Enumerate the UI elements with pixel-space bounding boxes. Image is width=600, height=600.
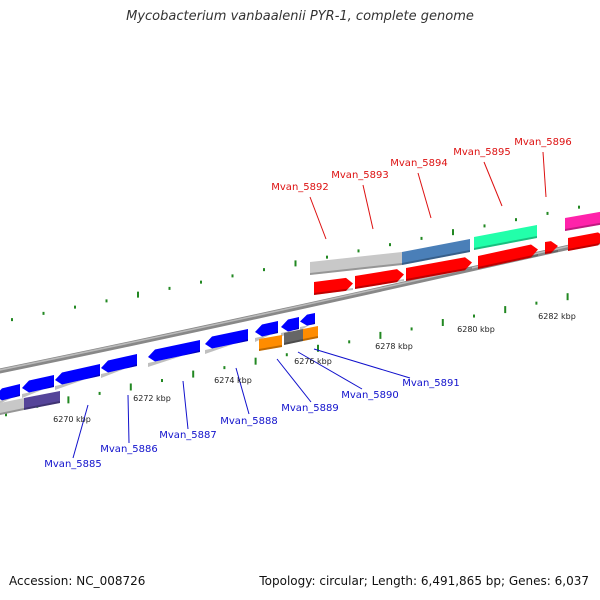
scale-labels: 6270 kbp 6272 kbp 6274 kbp 6276 kbp 6278 kbp… (53, 312, 576, 424)
reverse-gene-label: Mvan_5888 (220, 416, 277, 427)
scale-label: 6276 kbp (294, 357, 332, 366)
cds-reverse (101, 354, 137, 373)
accession-text: Accession: NC_008726 (9, 574, 146, 588)
forward-gene-label: Mvan_5893 (331, 170, 388, 181)
gene-magenta (565, 211, 600, 231)
forward-gene-leader (483, 161, 503, 207)
forward-gene-label: Mvan_5894 (390, 158, 447, 169)
scale-label: 6272 kbp (133, 394, 171, 403)
gene-steelblue (402, 239, 470, 265)
cds-forward-shadow (568, 242, 600, 251)
cds-reverse-shadow (148, 350, 200, 367)
cds-reverse (55, 364, 100, 385)
cds-forward (545, 241, 558, 254)
gene-orange (303, 326, 318, 341)
cds-reverse (300, 313, 315, 326)
reverse-gene-label: Mvan_5891 (402, 378, 459, 389)
cds-forward (406, 257, 472, 281)
cds-forward-shadow (314, 288, 353, 295)
gene-grey-shadow (0, 408, 24, 415)
cds-forward-shadow (478, 254, 538, 269)
forward-gene-leader (417, 172, 432, 219)
cds-reverse-shadow (205, 339, 248, 354)
cds-forward (568, 232, 600, 251)
cds-reverse (281, 317, 299, 332)
gene-grey (310, 252, 402, 275)
reverse-gene-leader (127, 394, 130, 444)
gene-grey-shadow (310, 263, 402, 275)
cds-forward (355, 269, 404, 289)
forward-gene-leader (542, 151, 547, 198)
reverse-gene-label: Mvan_5890 (341, 390, 398, 401)
cds-reverse-shadow (0, 394, 20, 404)
cds-forward-shadow (406, 267, 472, 281)
upper-tick-row (11, 205, 580, 322)
lower-tick-row (5, 293, 569, 417)
gene-darkgrey-shadow (284, 339, 303, 345)
cds-reverse-shadow (55, 374, 100, 390)
map-title: Mycobacterium vanbaalenii PYR-1, complet… (126, 9, 474, 24)
reverse-gene-leader (276, 358, 312, 403)
reverse-gene-label: Mvan_5885 (44, 459, 101, 470)
reverse-gene-leader (297, 351, 363, 390)
forward-gene-label: Mvan_5892 (271, 182, 328, 193)
reverse-gene-label: Mvan_5886 (100, 444, 157, 455)
cds-reverse-shadow (22, 385, 54, 398)
reverse-gene-label: Mvan_5887 (159, 430, 216, 441)
genome-summary-text: Topology: circular; Length: 6,491,865 bp… (259, 574, 589, 588)
cds-reverse (148, 340, 200, 362)
gene-darkgrey (284, 329, 303, 345)
cds-reverse (255, 321, 278, 337)
gene-teal (474, 225, 537, 250)
reverse-gene-leader (182, 380, 189, 430)
gene-orange-shadow (303, 336, 318, 341)
forward-gene-label: Mvan_5896 (514, 137, 571, 148)
gene-steelblue-shadow (402, 250, 470, 265)
scale-label: 6280 kbp (457, 325, 495, 334)
gene-orange-shadow (259, 345, 282, 351)
gene-teal-shadow (474, 236, 537, 250)
cds-forward (478, 244, 538, 269)
forward-gene-leader (362, 184, 374, 230)
cds-reverse-shadow (101, 364, 137, 378)
cds-reverse (0, 384, 20, 401)
cds-forward-shadow (355, 279, 404, 289)
cds-reverse (205, 329, 248, 349)
cds-reverse-shadow (300, 322, 315, 331)
gene-features (0, 211, 600, 415)
cds-forward-shadow (545, 250, 558, 254)
scale-label: 6270 kbp (53, 415, 91, 424)
reverse-gene-label: Mvan_5889 (281, 403, 338, 414)
reverse-gene-leader (235, 367, 250, 415)
cds-reverse (22, 375, 54, 393)
gene-grey (0, 398, 24, 415)
forward-gene-label: Mvan_5895 (453, 147, 510, 158)
scale-label: 6282 kbp (538, 312, 576, 321)
gene-slate (24, 391, 60, 410)
label-leader-lines (72, 151, 547, 459)
gene-orange (259, 335, 282, 351)
forward-gene-leader (309, 196, 327, 240)
reverse-gene-leader (72, 404, 89, 459)
cds-forward (314, 277, 353, 295)
scale-label: 6274 kbp (214, 376, 252, 385)
scale-label: 6278 kbp (375, 342, 413, 351)
gene-slate-shadow (24, 401, 60, 410)
reverse-gene-leader (313, 348, 411, 379)
gene-magenta-shadow (565, 222, 600, 231)
